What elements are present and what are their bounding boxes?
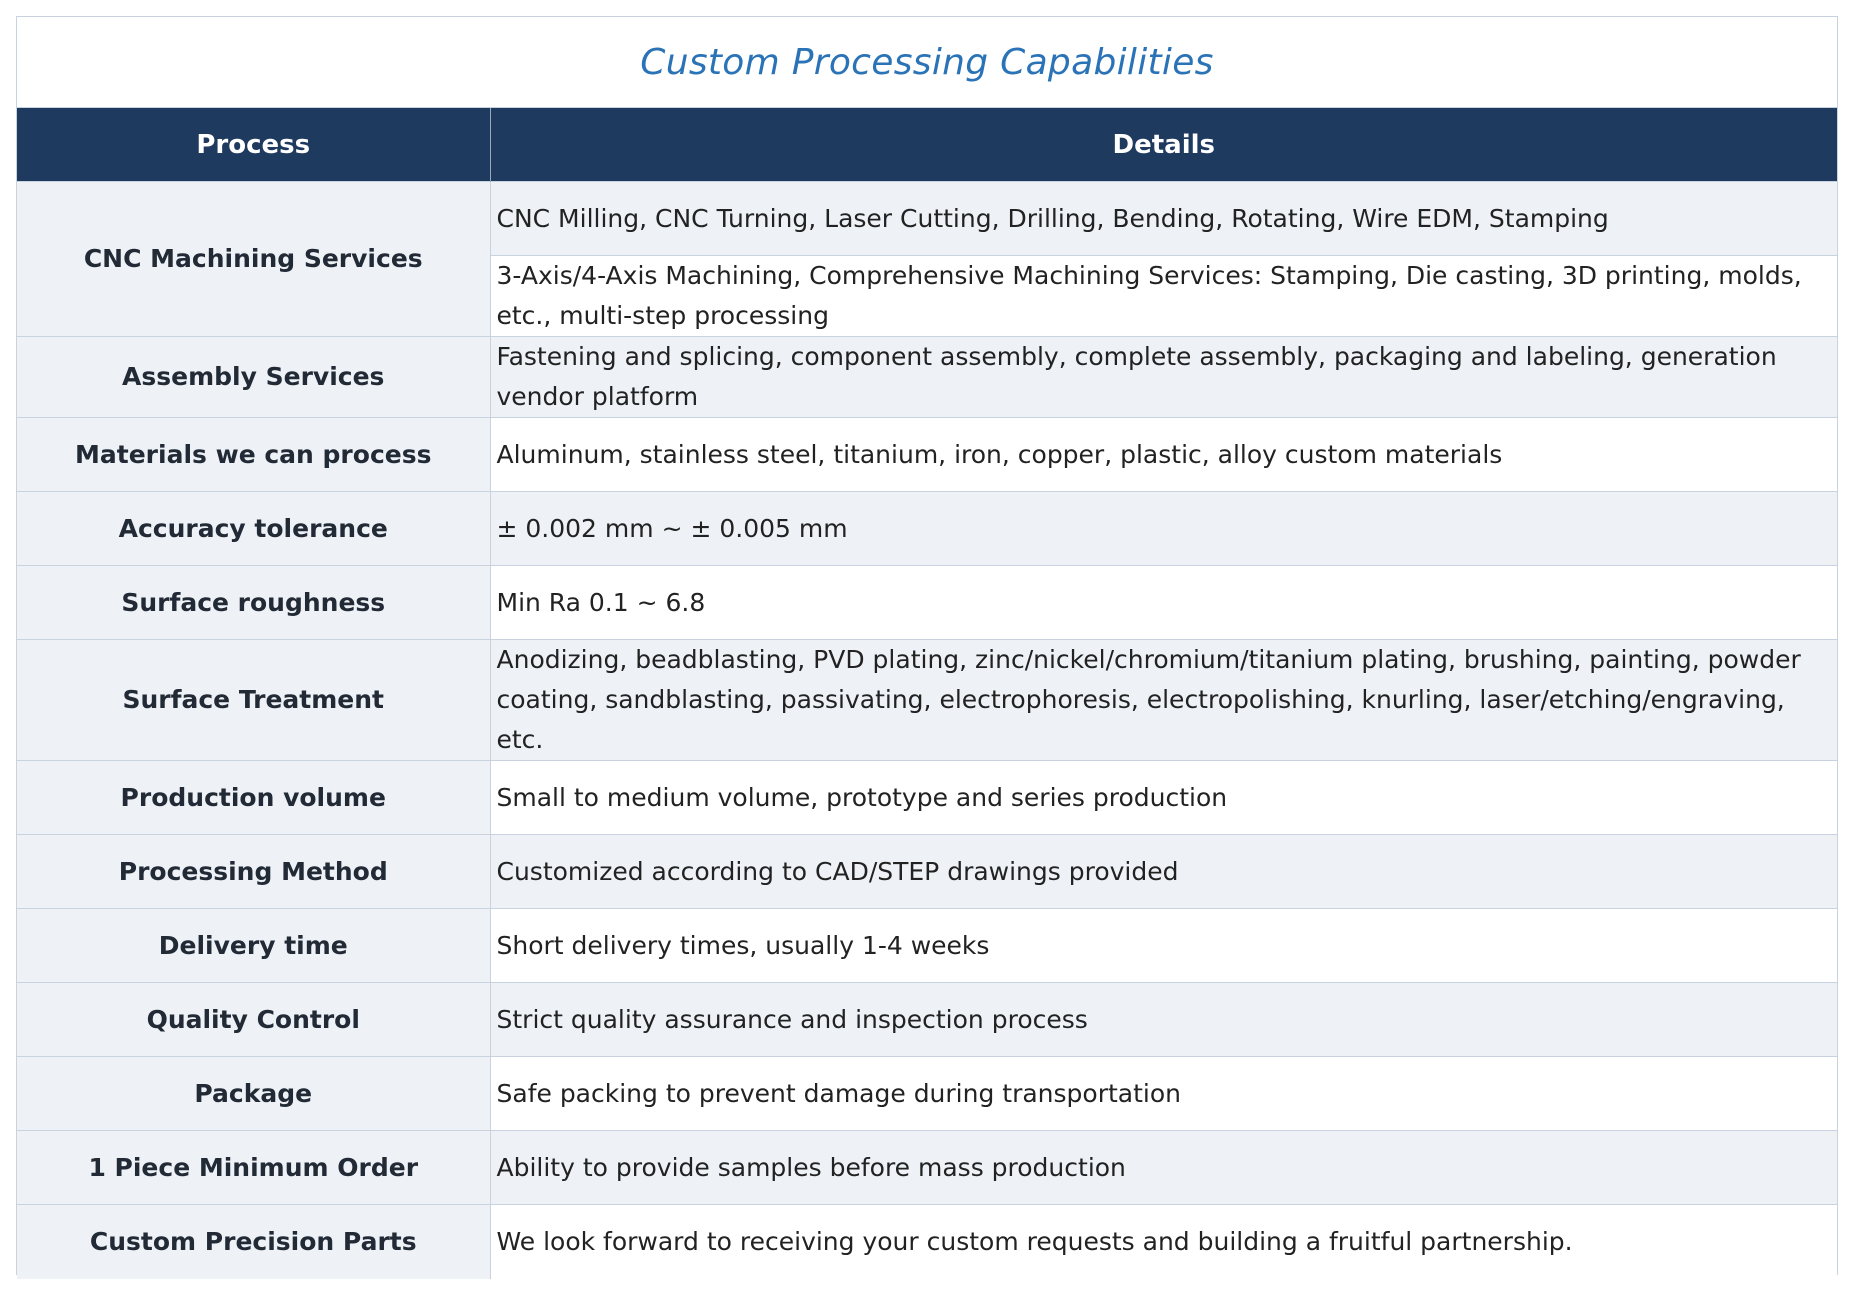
process-cell: 1 Piece Minimum Order bbox=[17, 1130, 491, 1205]
process-cell: Processing Method bbox=[17, 834, 491, 909]
process-cell: Surface roughness bbox=[17, 565, 491, 640]
process-cell: CNC Machining Services bbox=[17, 181, 491, 337]
table-row: Surface roughness Min Ra 0.1 ~ 6.8 bbox=[17, 565, 1837, 640]
table-row: 1 Piece Minimum Order Ability to provide… bbox=[17, 1130, 1837, 1205]
process-cell: Materials we can process bbox=[17, 417, 491, 492]
table-row: Surface Treatment Anodizing, beadblastin… bbox=[17, 639, 1837, 761]
table-row: 3-Axis/4-Axis Machining, Comprehensive M… bbox=[17, 255, 1837, 337]
details-cell: 3-Axis/4-Axis Machining, Comprehensive M… bbox=[490, 255, 1837, 337]
table-row: Materials we can process Aluminum, stain… bbox=[17, 417, 1837, 492]
page-title: Custom Processing Capabilities bbox=[640, 41, 1214, 83]
table-row: Processing Method Customized according t… bbox=[17, 834, 1837, 909]
table-header-row: Process Details bbox=[17, 108, 1837, 182]
details-cell: Anodizing, beadblasting, PVD plating, zi… bbox=[490, 639, 1837, 761]
process-cell: Assembly Services bbox=[17, 336, 491, 418]
process-cell: Quality Control bbox=[17, 982, 491, 1057]
details-cell: Small to medium volume, prototype and se… bbox=[490, 760, 1837, 835]
details-cell: Customized according to CAD/STEP drawing… bbox=[490, 834, 1837, 909]
table-row: Assembly Services Fastening and splicing… bbox=[17, 336, 1837, 418]
process-cell: Package bbox=[17, 1056, 491, 1131]
capabilities-sheet: Custom Processing Capabilities Process D… bbox=[16, 16, 1838, 1279]
details-cell: Fastening and splicing, component assemb… bbox=[490, 336, 1837, 418]
process-cell: Custom Precision Parts bbox=[17, 1204, 491, 1279]
process-cell: Accuracy tolerance bbox=[17, 491, 491, 566]
table-row: Quality Control Strict quality assurance… bbox=[17, 982, 1837, 1057]
details-cell: Strict quality assurance and inspection … bbox=[490, 982, 1837, 1057]
details-cell: Safe packing to prevent damage during tr… bbox=[490, 1056, 1837, 1131]
table-row: Delivery time Short delivery times, usua… bbox=[17, 908, 1837, 983]
table-row: Custom Precision Parts We look forward t… bbox=[17, 1204, 1837, 1279]
process-cell: Production volume bbox=[17, 760, 491, 835]
process-cell: Delivery time bbox=[17, 908, 491, 983]
details-cell: Ability to provide samples before mass p… bbox=[490, 1130, 1837, 1205]
details-column-header: Details bbox=[490, 108, 1837, 182]
details-cell: CNC Milling, CNC Turning, Laser Cutting,… bbox=[490, 181, 1837, 256]
table-row: Accuracy tolerance ± 0.002 mm ~ ± 0.005 … bbox=[17, 491, 1837, 566]
table-row: Production volume Small to medium volume… bbox=[17, 760, 1837, 835]
details-cell: Min Ra 0.1 ~ 6.8 bbox=[490, 565, 1837, 640]
capabilities-table: Process Details CNC Machining Services C… bbox=[17, 108, 1837, 1279]
process-column-header: Process bbox=[17, 108, 491, 182]
table-row: Package Safe packing to prevent damage d… bbox=[17, 1056, 1837, 1131]
title-bar: Custom Processing Capabilities bbox=[17, 17, 1837, 108]
details-cell: Aluminum, stainless steel, titanium, iro… bbox=[490, 417, 1837, 492]
details-cell: ± 0.002 mm ~ ± 0.005 mm bbox=[490, 491, 1837, 566]
table-row: CNC Machining Services CNC Milling, CNC … bbox=[17, 181, 1837, 337]
details-cell: Short delivery times, usually 1-4 weeks bbox=[490, 908, 1837, 983]
process-cell: Surface Treatment bbox=[17, 639, 491, 761]
details-cell: We look forward to receiving your custom… bbox=[490, 1204, 1837, 1279]
